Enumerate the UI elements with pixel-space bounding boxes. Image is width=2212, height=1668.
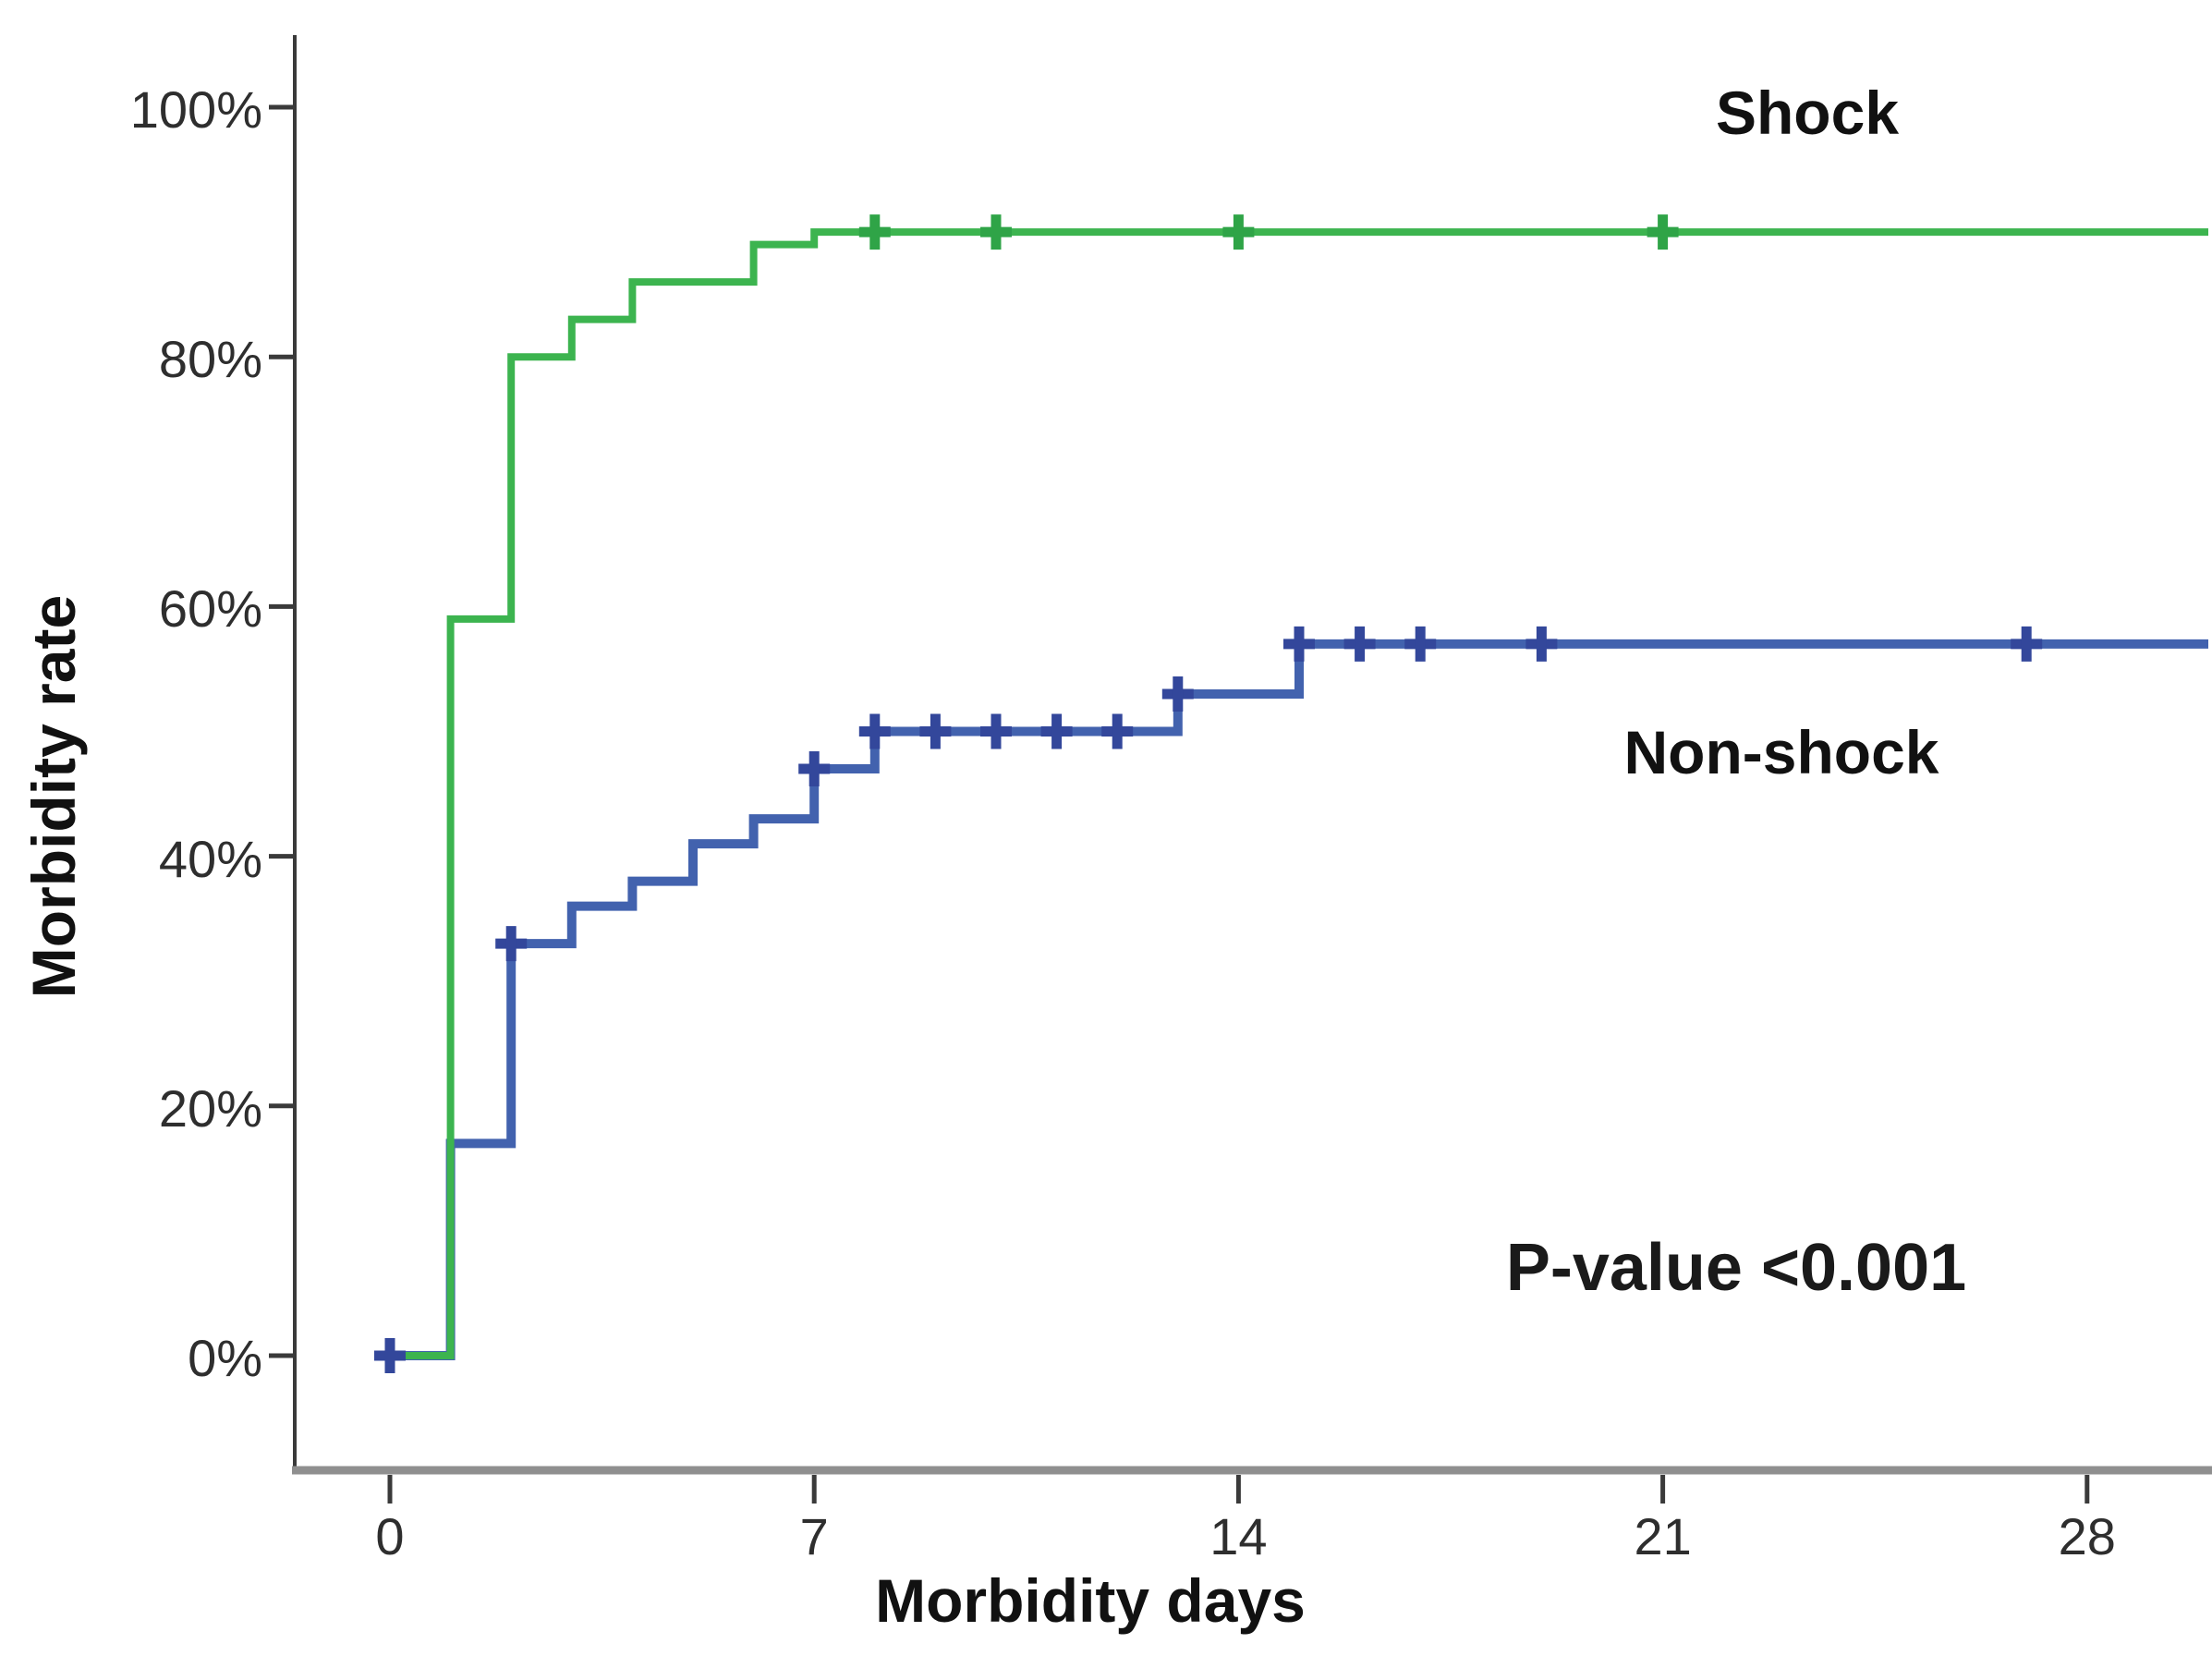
x-tick-label: 28 [2058, 1507, 2116, 1565]
x-tick-label: 7 [799, 1507, 829, 1565]
y-axis-title: Morbidity rate [19, 594, 88, 999]
x-axis-title: Morbidity days [875, 1566, 1306, 1635]
y-tick-label: 60% [158, 579, 262, 639]
series-line-non-shock [390, 639, 2208, 1360]
x-tick-label: 21 [1634, 1507, 1692, 1565]
p-value-annotation: P-value <0.001 [1505, 1231, 1967, 1305]
y-tick-label: 0% [188, 1329, 262, 1387]
y-tick-label: 40% [158, 829, 262, 888]
y-tick-label: 100% [129, 80, 262, 139]
x-tick-label: 0 [375, 1507, 405, 1565]
series-line-shock [390, 228, 2208, 1359]
y-tick-label: 20% [158, 1078, 262, 1138]
series-label-non-shock: Non-shock [1623, 718, 1939, 786]
series-label-shock: Shock [1715, 79, 1900, 147]
x-tick-label: 14 [1209, 1507, 1268, 1565]
y-tick-label: 80% [158, 330, 262, 389]
